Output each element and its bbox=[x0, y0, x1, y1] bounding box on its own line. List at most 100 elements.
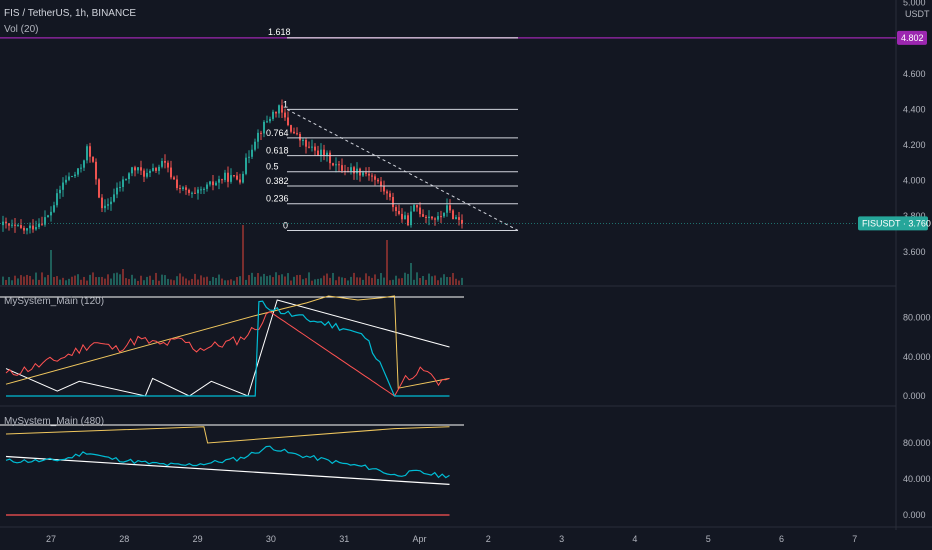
candle-body bbox=[362, 172, 364, 176]
candle-body bbox=[353, 167, 355, 174]
osc480-tick-label: 0.000 bbox=[903, 510, 926, 520]
candle-body bbox=[104, 205, 106, 209]
trend-line bbox=[286, 108, 519, 231]
volume-bar bbox=[326, 273, 328, 285]
volume-bar bbox=[416, 272, 418, 285]
volume-bar bbox=[296, 275, 298, 285]
candle-body bbox=[185, 187, 187, 190]
volume-bar bbox=[143, 280, 145, 285]
volume-bar bbox=[314, 279, 316, 285]
volume-bar bbox=[188, 280, 190, 285]
volume-bar bbox=[239, 276, 241, 285]
candle-body bbox=[269, 118, 271, 122]
candle-body bbox=[398, 210, 400, 214]
candle-body bbox=[212, 181, 214, 186]
candle-body bbox=[47, 215, 49, 218]
candle-body bbox=[164, 161, 166, 163]
osc120-yellow-line bbox=[5, 295, 450, 389]
price-unit-label: USDT bbox=[905, 9, 930, 19]
volume-bar bbox=[125, 278, 127, 285]
volume-bar bbox=[59, 279, 61, 285]
volume-bar bbox=[458, 280, 460, 285]
candle-body bbox=[26, 228, 28, 231]
candle-body bbox=[428, 216, 430, 218]
oscillator-120-label[interactable]: MySystem_Main (120) bbox=[4, 296, 105, 307]
time-axis-label: 30 bbox=[266, 534, 276, 544]
volume-bar bbox=[167, 278, 169, 285]
volume-bar bbox=[119, 274, 121, 285]
volume-bar bbox=[371, 277, 373, 285]
osc120-tick-label: 40.000 bbox=[903, 352, 931, 362]
candle-body bbox=[320, 149, 322, 156]
candle-body bbox=[65, 179, 67, 183]
candle-body bbox=[299, 133, 301, 141]
candle-body bbox=[323, 149, 325, 156]
candle-body bbox=[356, 168, 358, 174]
volume-bar bbox=[170, 279, 172, 285]
candle-body bbox=[221, 179, 223, 181]
candle-body bbox=[452, 210, 454, 220]
candle-body bbox=[140, 167, 142, 171]
volume-bar bbox=[182, 276, 184, 285]
candle-body bbox=[137, 167, 139, 171]
time-axis-label: 27 bbox=[46, 534, 56, 544]
volume-bar bbox=[116, 272, 118, 285]
candle-body bbox=[380, 181, 382, 187]
candle-body bbox=[170, 167, 172, 178]
osc120-tick-label: 80.000 bbox=[903, 313, 931, 323]
candle-body bbox=[122, 179, 124, 188]
candle-body bbox=[446, 205, 448, 213]
candle-body bbox=[119, 187, 121, 189]
volume-bar bbox=[71, 276, 73, 285]
candle-body bbox=[443, 212, 445, 217]
volume-bar bbox=[92, 272, 94, 285]
volume-bar bbox=[287, 273, 289, 285]
volume-bar bbox=[359, 277, 361, 285]
fib-level-label: 0.5 bbox=[266, 162, 279, 172]
volume-bar bbox=[362, 279, 364, 285]
candle-body bbox=[242, 173, 244, 183]
candle-body bbox=[239, 179, 241, 183]
candle-body bbox=[77, 168, 79, 175]
osc120-cyan-line bbox=[6, 300, 450, 397]
volume-bar bbox=[203, 277, 205, 285]
fib-level-label: 0 bbox=[283, 220, 288, 230]
candle-body bbox=[440, 216, 442, 218]
volume-bar bbox=[233, 280, 235, 285]
candle-body bbox=[182, 187, 184, 190]
volume-bar bbox=[332, 272, 334, 285]
candle-body bbox=[233, 175, 235, 177]
volume-bar bbox=[440, 277, 442, 285]
candle-body bbox=[131, 167, 133, 174]
volume-bar bbox=[392, 279, 394, 285]
oscillator-480-label[interactable]: MySystem_Main (480) bbox=[4, 416, 105, 427]
candle-body bbox=[197, 189, 199, 194]
volume-bar bbox=[197, 279, 199, 285]
candle-body bbox=[158, 166, 160, 171]
volume-bar bbox=[455, 278, 457, 285]
fib-level-label: 1 bbox=[283, 99, 288, 109]
osc480-yellow-line bbox=[5, 426, 450, 444]
candle-body bbox=[335, 164, 337, 166]
volume-bar bbox=[179, 273, 181, 285]
candle-body bbox=[14, 224, 16, 226]
candle-body bbox=[128, 173, 130, 180]
osc480-tick-label: 40.000 bbox=[903, 474, 931, 484]
time-axis-label: Apr bbox=[413, 534, 427, 544]
volume-bar bbox=[377, 278, 379, 285]
candle-body bbox=[461, 219, 463, 224]
candle-body bbox=[179, 188, 181, 190]
level-price-tag bbox=[897, 30, 927, 45]
candle-body bbox=[38, 223, 40, 228]
volume-bar bbox=[425, 279, 427, 285]
volume-bar bbox=[338, 276, 340, 285]
volume-indicator-label[interactable]: Vol (20) bbox=[4, 24, 39, 35]
candle-body bbox=[29, 225, 31, 229]
osc480-white-line bbox=[5, 455, 450, 485]
volume-bar bbox=[245, 279, 247, 285]
volume-bar bbox=[398, 278, 400, 285]
volume-bar bbox=[434, 275, 436, 285]
volume-bar bbox=[422, 275, 424, 285]
candle-body bbox=[227, 172, 229, 182]
